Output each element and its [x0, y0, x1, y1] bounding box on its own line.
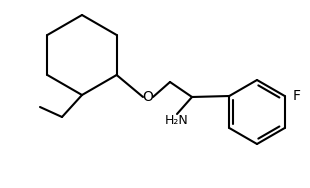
Text: H₂N: H₂N — [165, 114, 189, 127]
Text: F: F — [293, 89, 301, 103]
Text: O: O — [143, 90, 153, 104]
